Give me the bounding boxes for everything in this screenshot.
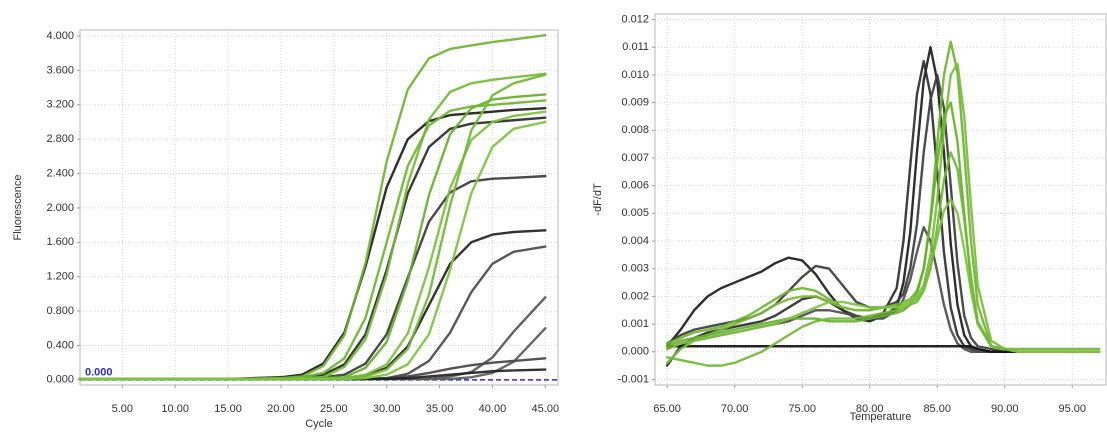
y-tick-label: 0.011 bbox=[622, 41, 649, 53]
x-tick-label: 20.00 bbox=[267, 403, 295, 415]
y-tick-label: 2.400 bbox=[46, 167, 74, 179]
x-tick-label: 5.00 bbox=[112, 403, 133, 415]
threshold-label: 0.000 bbox=[85, 367, 113, 379]
y-tick-label: 0.001 bbox=[621, 318, 649, 330]
plot-frame bbox=[654, 13, 1107, 386]
chart-panel: 0.000 0.400 0.800 1.200 1.600 2.000 2.400 2.800… bbox=[12, 29, 560, 430]
y-tick-label: -0.001 bbox=[618, 373, 649, 385]
y-tick-label: 0.012 bbox=[621, 13, 649, 25]
y-tick-label: 0.005 bbox=[621, 207, 649, 219]
y-tick-label: 3.200 bbox=[46, 99, 74, 111]
x-tick-label: 95.00 bbox=[1058, 403, 1086, 415]
y-tick-label: 2.000 bbox=[46, 202, 74, 214]
y-tick-label: 0.003 bbox=[621, 263, 649, 275]
x-tick-label: 30.00 bbox=[373, 403, 401, 415]
x-tick-label: 80.00 bbox=[856, 403, 884, 415]
data-line bbox=[665, 151, 1101, 367]
chart-panel: -0.001 0.000 0.001 0.002 0.003 0.004 0.005 0.00… bbox=[592, 13, 1107, 423]
y-tick-label: 0.002 bbox=[621, 290, 649, 302]
x-tick-label: 85.00 bbox=[923, 403, 951, 415]
x-axis-label: Temperature bbox=[850, 411, 912, 423]
x-tick-label: 75.00 bbox=[788, 403, 816, 415]
x-tick-label: 25.00 bbox=[320, 403, 348, 415]
data-line bbox=[78, 120, 547, 381]
y-axis-label: Fluorescence bbox=[12, 174, 24, 240]
y-tick-label: 0.006 bbox=[621, 180, 649, 192]
y-tick-label: 2.800 bbox=[46, 133, 74, 145]
x-tick-label: 10.00 bbox=[161, 403, 189, 415]
plot-area bbox=[80, 30, 558, 385]
x-tick-label: 35.00 bbox=[426, 403, 454, 415]
y-tick-label: 0.009 bbox=[621, 97, 649, 109]
y-tick-label: 0.800 bbox=[46, 305, 74, 317]
x-tick-label: 15.00 bbox=[214, 403, 242, 415]
data-line bbox=[665, 198, 1101, 353]
y-tick-label: 3.600 bbox=[46, 64, 74, 76]
y-tick-label: 0.008 bbox=[621, 124, 649, 136]
y-tick-label: 0.000 bbox=[621, 346, 649, 358]
x-tick-label: 70.00 bbox=[721, 403, 749, 415]
y-tick-label: 1.600 bbox=[46, 236, 74, 248]
x-tick-label: 90.00 bbox=[991, 403, 1019, 415]
x-tick-label: 65.00 bbox=[653, 403, 681, 415]
x-tick-label: 40.00 bbox=[479, 403, 507, 415]
y-tick-label: 0.007 bbox=[621, 152, 649, 164]
y-axis-label: -dF/dT bbox=[592, 183, 604, 216]
x-axis-label: Cycle bbox=[305, 418, 333, 430]
x-tick-label: 45.00 bbox=[532, 403, 560, 415]
y-tick-label: 4.000 bbox=[46, 30, 74, 42]
y-tick-label: 0.000 bbox=[46, 374, 74, 386]
plot-frame bbox=[79, 29, 559, 386]
y-tick-label: 0.400 bbox=[46, 339, 74, 351]
y-tick-label: 0.010 bbox=[621, 69, 649, 81]
y-tick-label: 1.200 bbox=[46, 271, 74, 283]
y-tick-label: 0.004 bbox=[621, 235, 649, 247]
